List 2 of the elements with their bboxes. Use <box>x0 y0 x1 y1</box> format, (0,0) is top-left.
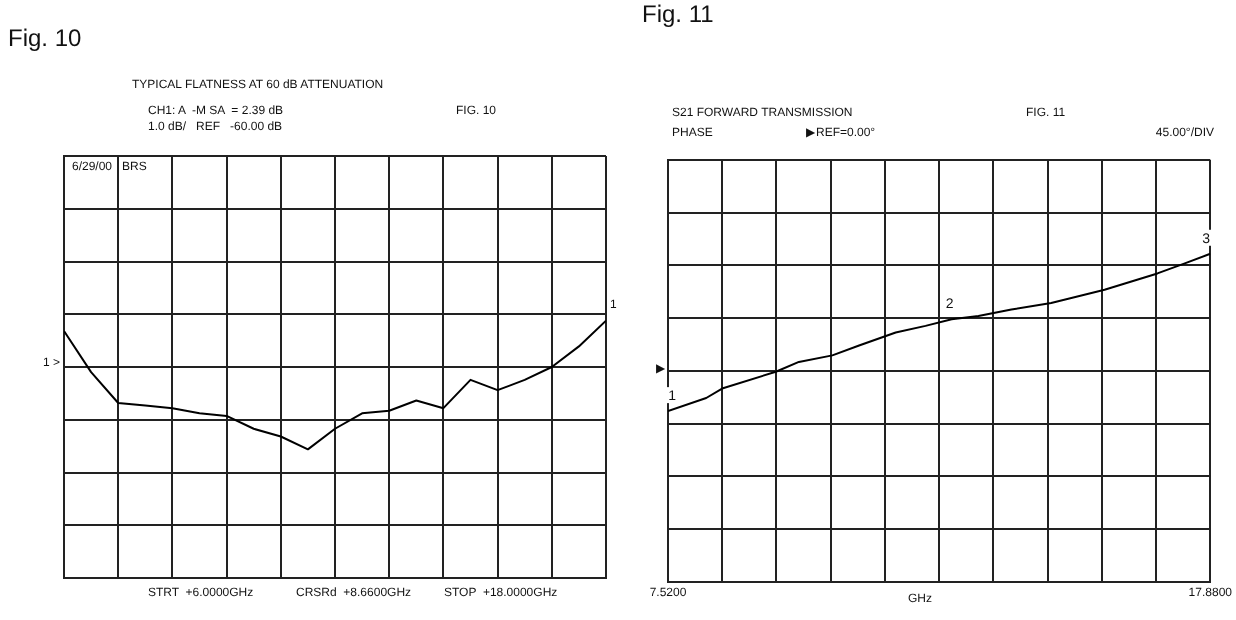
chart-title: Fig. 10 <box>8 24 82 52</box>
chart-title: Fig. 11 <box>642 0 714 28</box>
